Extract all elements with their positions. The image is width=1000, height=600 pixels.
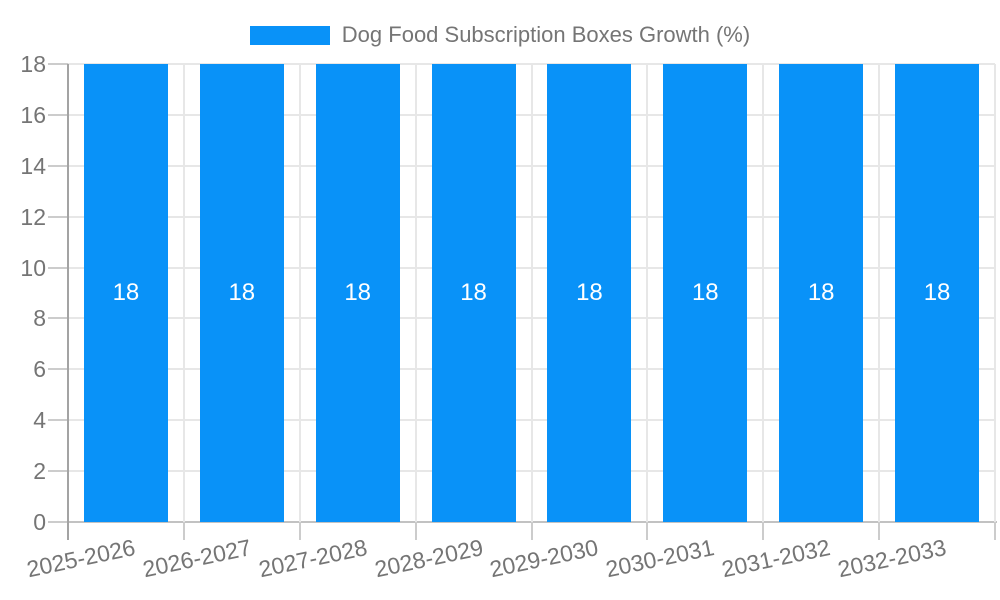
x-tick-mark: [878, 522, 881, 540]
x-tick-mark: [530, 522, 533, 540]
x-tick-mark: [994, 522, 996, 540]
y-tick-label: 10: [20, 254, 46, 281]
y-tick-label: 12: [20, 203, 46, 230]
y-axis-line: [67, 64, 69, 540]
bar[interactable]: [779, 64, 864, 522]
chart-legend[interactable]: Dog Food Subscription Boxes Growth (%): [0, 22, 1000, 48]
x-tick-label: 2028-2029: [371, 534, 485, 583]
y-tick-mark: [48, 63, 68, 65]
x-tick-mark: [182, 522, 185, 540]
y-tick-label: 2: [33, 458, 46, 485]
bar[interactable]: [199, 64, 284, 522]
v-gridline: [414, 64, 417, 522]
x-tick-label: 2032-2033: [835, 534, 949, 583]
y-tick-label: 0: [33, 509, 46, 535]
y-tick-mark: [48, 470, 68, 473]
y-tick-label: 4: [33, 407, 46, 434]
v-gridline: [298, 64, 301, 522]
x-tick-mark: [762, 522, 765, 540]
y-tick-mark: [48, 164, 68, 167]
bar[interactable]: [315, 64, 400, 522]
bar-value-label: 18: [344, 279, 372, 306]
x-tick-label: 2030-2031: [603, 534, 717, 583]
y-tick-mark: [48, 368, 68, 371]
bar[interactable]: [83, 64, 168, 522]
y-tick-mark: [48, 215, 68, 218]
bar-value-label: 18: [576, 279, 603, 306]
x-tick-label: 2027-2028: [256, 534, 370, 583]
bar-value-label: 18: [923, 279, 951, 306]
bar-value-label: 18: [691, 279, 719, 306]
x-tick-label: 2025-2026: [24, 534, 138, 583]
y-tick-label: 8: [33, 305, 46, 332]
x-axis-line: [68, 521, 997, 523]
y-tick-mark: [48, 521, 68, 523]
bar[interactable]: [431, 64, 516, 522]
x-tick-label: 2031-2032: [719, 534, 833, 583]
v-gridline: [878, 64, 881, 522]
v-gridline: [530, 64, 533, 522]
v-gridline: [994, 64, 996, 522]
bar[interactable]: [895, 64, 980, 522]
legend-label: Dog Food Subscription Boxes Growth (%): [341, 22, 751, 47]
y-tick-label: 14: [20, 152, 46, 179]
y-tick-mark: [48, 317, 68, 320]
v-gridline: [646, 64, 649, 522]
bar-value-label: 18: [112, 279, 140, 306]
x-tick-mark: [414, 522, 417, 540]
x-tick-mark: [298, 522, 301, 540]
y-tick-label: 18: [20, 51, 46, 77]
x-tick-mark: [646, 522, 649, 540]
legend-swatch: [249, 25, 330, 45]
bar-value-label: 18: [228, 279, 256, 306]
y-tick-mark: [48, 266, 68, 269]
bar-value-label: 18: [460, 279, 487, 306]
v-gridline: [182, 64, 185, 522]
x-tick-label: 2026-2027: [140, 534, 254, 583]
bar[interactable]: [547, 64, 632, 522]
bar[interactable]: [663, 64, 748, 522]
y-tick-mark: [48, 113, 68, 116]
y-tick-label: 6: [33, 356, 46, 383]
y-tick-mark: [48, 419, 68, 422]
v-gridline: [762, 64, 765, 522]
y-tick-label: 16: [20, 101, 46, 128]
x-tick-label: 2029-2030: [487, 534, 601, 583]
bar-value-label: 18: [807, 279, 835, 306]
